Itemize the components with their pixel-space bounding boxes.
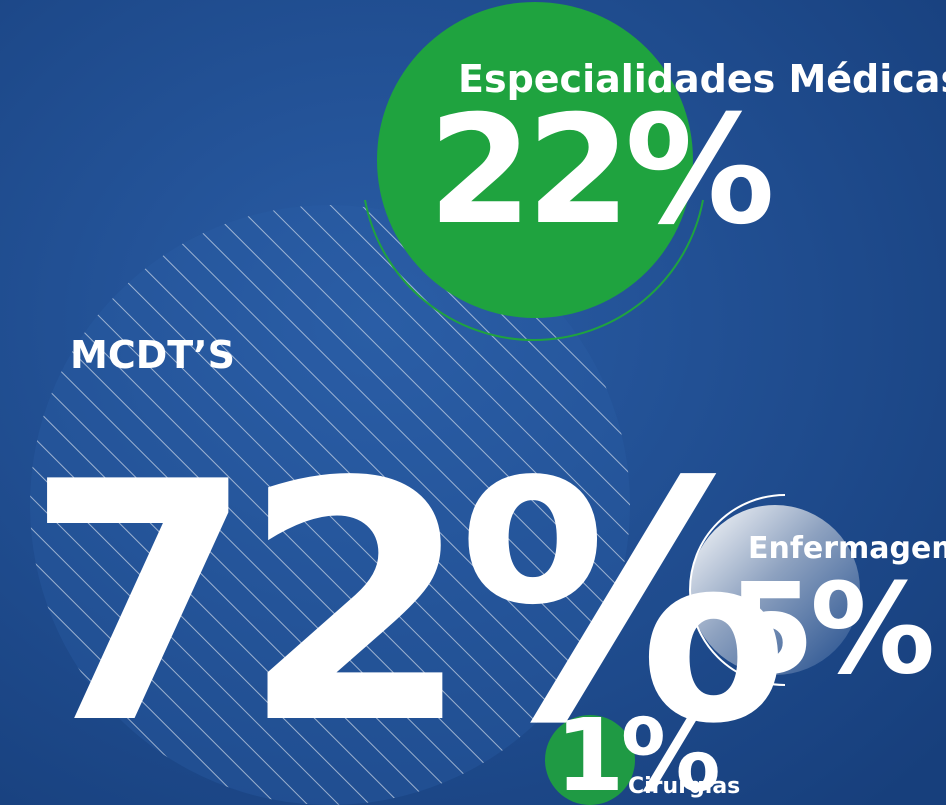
bubble [545, 715, 635, 805]
bubble [30, 205, 630, 805]
bubble [377, 2, 693, 318]
category-label: Cirurgias [628, 774, 740, 799]
value-label: 5% [728, 557, 932, 702]
value-label: 72% [25, 412, 783, 796]
bubble [690, 505, 860, 675]
value-label: 1% [555, 697, 719, 805]
bubble-ring [364, 199, 704, 342]
category-label: Enfermagem [748, 531, 946, 566]
value-label: 22% [428, 84, 771, 258]
bubble-ring [689, 494, 786, 686]
bubbles [30, 2, 860, 805]
category-label: MCDT’S [70, 333, 235, 377]
category-label: Especialidades Médicas [458, 57, 946, 101]
